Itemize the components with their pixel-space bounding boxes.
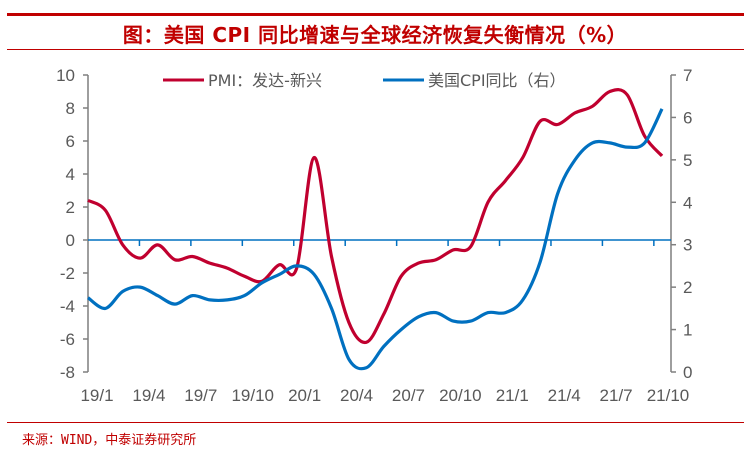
left-axis-tick-label: 10 bbox=[56, 66, 75, 85]
right-axis-tick-label: 6 bbox=[683, 108, 692, 127]
series-line-pmi bbox=[87, 88, 664, 345]
chart-title: 图：美国 CPI 同比增速与全球经济恢复失衡情况（%） bbox=[122, 23, 628, 47]
left-axis-tick-label: -6 bbox=[60, 330, 75, 349]
right-axis-tick-label: 4 bbox=[683, 193, 692, 212]
left-axis-tick-label: 4 bbox=[66, 165, 75, 184]
x-axis-tick-label: 21/4 bbox=[548, 386, 581, 405]
x-axis-tick-label: 19/7 bbox=[184, 386, 217, 405]
left-axis-tick-label: -4 bbox=[60, 297, 75, 316]
left-axis-tick-label: 2 bbox=[66, 198, 75, 217]
right-axis-tick-label: 5 bbox=[683, 151, 692, 170]
right-axis-tick-label: 2 bbox=[683, 278, 692, 297]
x-axis-tick-label: 19/4 bbox=[132, 386, 165, 405]
x-axis-tick-label: 21/7 bbox=[600, 386, 633, 405]
x-axis-tick-label: 20/1 bbox=[288, 386, 321, 405]
legend-label-cpi: 美国CPI同比（右） bbox=[428, 71, 566, 90]
right-axis-tick-label: 0 bbox=[683, 363, 692, 382]
x-axis-tick-label: 21/10 bbox=[647, 386, 690, 405]
x-axis-tick-label: 20/7 bbox=[392, 386, 425, 405]
source-rule bbox=[7, 422, 744, 423]
left-axis-tick-label: 0 bbox=[66, 231, 75, 250]
legend-label-pmi: PMI：发达-新兴 bbox=[208, 71, 322, 90]
title-bottom-rule bbox=[7, 49, 744, 50]
right-axis-tick-label: 1 bbox=[683, 321, 692, 340]
x-axis-tick-label: 21/1 bbox=[496, 386, 529, 405]
right-axis-tick-label: 7 bbox=[683, 66, 692, 85]
series-line-cpi bbox=[87, 108, 664, 371]
x-axis-tick-label: 20/4 bbox=[340, 386, 373, 405]
left-axis-tick-label: -8 bbox=[60, 363, 75, 382]
title-top-rule bbox=[7, 13, 744, 16]
x-axis-tick-label: 20/10 bbox=[439, 386, 482, 405]
legend: PMI：发达-新兴 美国CPI同比（右） bbox=[163, 71, 566, 90]
left-axis-tick-label: -2 bbox=[60, 264, 75, 283]
left-axis-tick-label: 8 bbox=[66, 99, 75, 118]
right-axis-tick-label: 3 bbox=[683, 236, 692, 255]
x-axis-tick-label: 19/10 bbox=[231, 386, 274, 405]
left-axis-tick-label: 6 bbox=[66, 132, 75, 151]
source-note: 来源：WIND，中泰证券研究所 bbox=[22, 433, 197, 448]
x-axis-tick-label: 19/1 bbox=[80, 386, 113, 405]
